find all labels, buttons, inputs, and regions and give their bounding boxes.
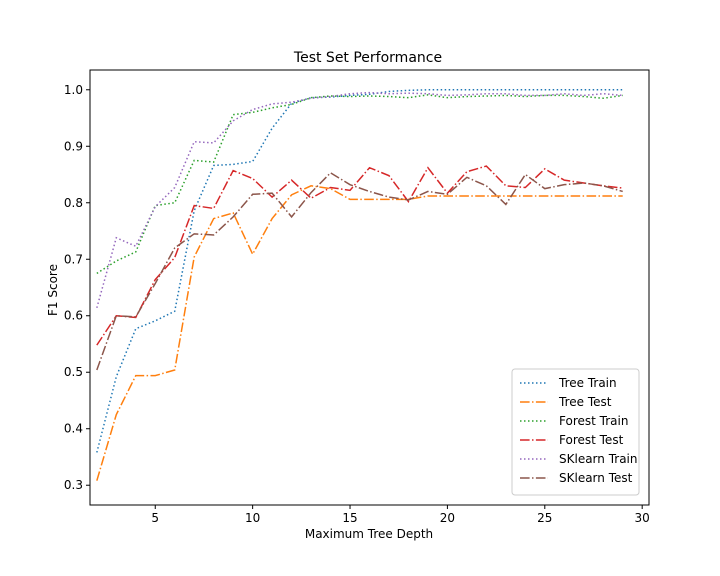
y-tick-label: 1.0 [64, 83, 83, 97]
series-line-6 [96, 171, 623, 371]
x-tick-label: 15 [342, 511, 357, 525]
y-axis-label: F1 Score [46, 264, 60, 316]
x-tick-label: 25 [537, 511, 552, 525]
series-line-2 [96, 185, 623, 481]
axes-frame [89, 69, 650, 506]
chart-title: Test Set Performance [293, 50, 442, 66]
legend-label: Forest Test [559, 433, 624, 447]
y-tick-label: 0.4 [64, 422, 83, 436]
y-tick-label: 0.6 [64, 309, 83, 323]
x-axis-label: Maximum Tree Depth [305, 527, 433, 541]
series-line-4 [96, 165, 623, 346]
y-tick-label: 0.7 [64, 252, 83, 266]
legend-box [511, 368, 640, 496]
legend-label: SKlearn Train [559, 452, 638, 466]
axis-ticks: 5 10 15 20 25 30 0.3 0.4 0.5 0.6 0.7 0.8 0.9 1.0 [64, 83, 650, 525]
legend-label: Tree Train [558, 376, 617, 390]
y-tick-label: 0.5 [64, 365, 83, 379]
series-line-3 [96, 94, 623, 275]
x-tick-label: 5 [151, 511, 159, 525]
legend-label: Forest Train [559, 414, 628, 428]
x-tick-label: 30 [635, 511, 650, 525]
y-tick-label: 0.3 [64, 478, 83, 492]
x-tick-label: 10 [245, 511, 260, 525]
x-tick-label: 20 [440, 511, 455, 525]
legend: Tree Train Tree Test Forest Train Forest Te… [511, 368, 640, 496]
y-tick-label: 0.9 [64, 139, 83, 153]
legend-label: Tree Test [558, 395, 612, 409]
y-tick-label: 0.8 [64, 196, 83, 210]
legend-label: SKlearn Test [559, 471, 633, 485]
plot-area [89, 69, 650, 506]
